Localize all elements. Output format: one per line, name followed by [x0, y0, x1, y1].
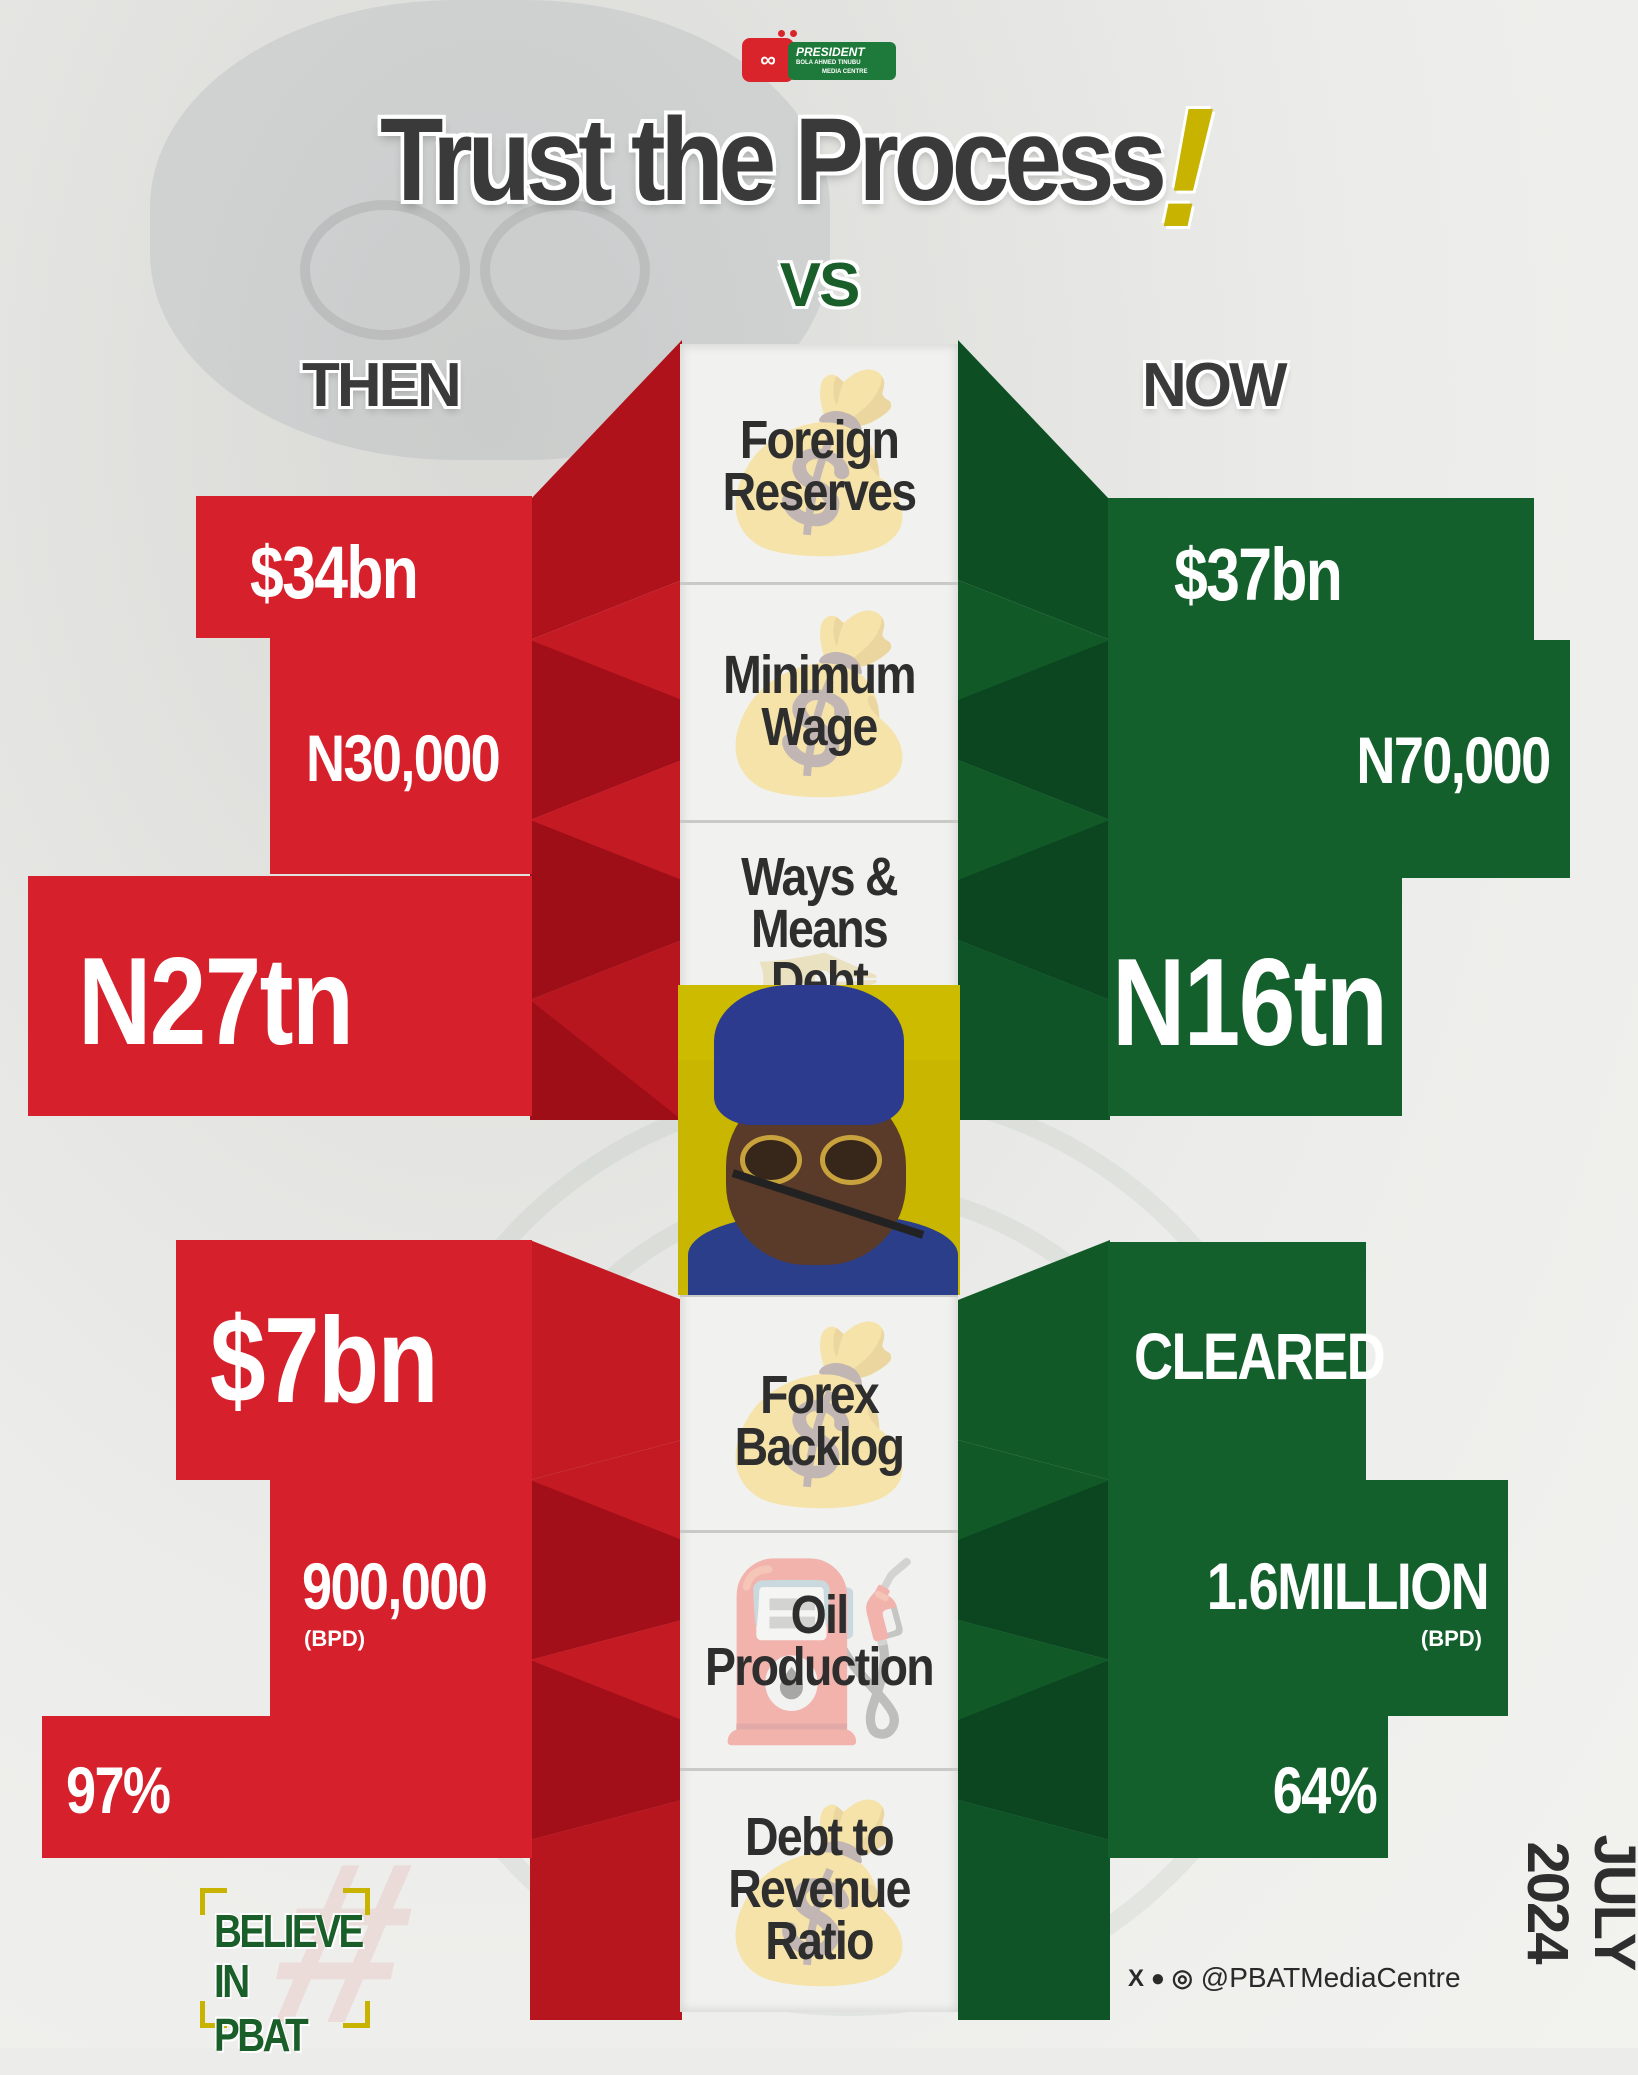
- now-oil-production-bar: 1.6MILLION (BPD): [1108, 1480, 1508, 1716]
- label-forex-backlog-line-1: Forex: [760, 1365, 880, 1425]
- now-minimum-wage-bar: N70,000: [1108, 640, 1570, 878]
- label-debt-revenue: 💰 Debt to Revenue Ratio: [680, 1768, 958, 2012]
- red-ribbon-folds: [530, 340, 682, 2020]
- label-oil-production-line-1: Oil: [790, 1585, 849, 1645]
- now-ways-means-debt-value: N16tn: [1112, 934, 1388, 1072]
- badge-corner-tl: [200, 1888, 227, 1915]
- label-ways-means-debt-line-1: Ways &: [741, 847, 898, 907]
- then-oil-production-value: 900,000: [302, 1549, 488, 1623]
- label-foreign-reserves-line-1: Foreign: [739, 410, 900, 470]
- believe-in-pbat-badge: BELIEVE IN PBAT: [200, 1888, 370, 2061]
- now-debt-revenue-value: 64%: [1272, 1753, 1378, 1827]
- badge-corner-br: [343, 2001, 370, 2028]
- believe-line-1: BELIEVE: [214, 1905, 364, 1957]
- label-forex-backlog-line-2: Backlog: [734, 1417, 905, 1477]
- label-foreign-reserves: 💰 Foreign Reserves: [680, 344, 958, 582]
- then-foreign-reserves-bar: $34bn: [196, 496, 532, 638]
- badge-corner-tr: [343, 1888, 370, 1915]
- page-title: Trust the Process: [380, 94, 1167, 226]
- then-ways-means-debt-bar: N27tn: [28, 876, 532, 1116]
- label-minimum-wage-line-1: Minimum: [723, 645, 917, 705]
- then-ways-means-debt-value: N27tn: [78, 933, 354, 1071]
- date-stamp: JULY 2024: [1515, 1740, 1638, 2000]
- label-debt-revenue-line-1: Debt to: [745, 1807, 895, 1867]
- then-heading: THEN: [302, 351, 462, 420]
- then-debt-revenue-bar: 97%: [42, 1716, 532, 1858]
- now-oil-production-unit: (BPD): [1420, 1626, 1482, 1651]
- date-text: JULY 2024: [1515, 1834, 1638, 1970]
- logo-tag: PRESIDENT BOLA AHMED TINUBU MEDIA CENTRE: [788, 42, 896, 80]
- label-forex-backlog: 💰 Forex Backlog: [680, 1294, 958, 1533]
- now-ways-means-debt-bar: N16tn: [1108, 878, 1402, 1116]
- label-minimum-wage: 💰 Minimum Wage: [680, 582, 958, 823]
- label-minimum-wage-line-2: Wage: [761, 697, 878, 757]
- social-icons: X ● ◎: [1128, 1964, 1193, 1992]
- label-oil-production-line-2: Production: [705, 1637, 935, 1697]
- then-oil-production-unit: (BPD): [304, 1626, 366, 1651]
- social-handle: X ● ◎ @PBATMediaCentre: [1128, 1962, 1461, 1994]
- money-bag-icon: 💰: [713, 1798, 925, 1988]
- logo-dots: [778, 30, 800, 40]
- background-glasses-left: [300, 200, 470, 340]
- then-foreign-reserves-value: $34bn: [250, 531, 419, 614]
- then-forex-backlog-value: $7bn: [210, 1292, 439, 1428]
- label-debt-revenue-line-2: Revenue: [728, 1859, 911, 1919]
- label-oil-production: ⛽ Oil Production: [680, 1530, 958, 1771]
- now-forex-backlog-bar: CLEARED: [1108, 1242, 1386, 1480]
- now-foreign-reserves-bar: $37bn: [1108, 498, 1534, 640]
- then-debt-revenue-value: 97%: [66, 1753, 171, 1827]
- then-minimum-wage-value: N30,000: [306, 721, 501, 795]
- logo-badge: ∞: [742, 38, 794, 82]
- versus-label: VS: [779, 251, 861, 320]
- then-oil-production-bar: 900,000 (BPD): [270, 1480, 532, 1716]
- money-bag-icon: 💰: [713, 1320, 925, 1510]
- logo-line-3: MEDIA CENTRE: [822, 69, 868, 75]
- then-minimum-wage-bar: N30,000: [270, 638, 532, 874]
- then-forex-backlog-bar: $7bn: [176, 1240, 532, 1480]
- social-handle-text: @PBATMediaCentre: [1200, 1962, 1461, 1993]
- oil-pump-icon: ⛽: [713, 1557, 925, 1747]
- now-foreign-reserves-value: $37bn: [1174, 533, 1343, 616]
- label-foreign-reserves-line-2: Reserves: [722, 462, 918, 522]
- logo-line-2: BOLA AHMED TINUBU: [796, 60, 861, 66]
- believe-line-2: IN PBAT: [214, 1955, 309, 2061]
- portrait-glasses-right: [820, 1135, 882, 1185]
- badge-corner-bl: [200, 2001, 227, 2028]
- logo-line-1: PRESIDENT: [796, 45, 865, 59]
- now-heading: NOW: [1142, 351, 1288, 420]
- media-centre-logo: ∞ PRESIDENT BOLA AHMED TINUBU MEDIA CENT…: [742, 30, 896, 90]
- now-forex-backlog-value: CLEARED: [1134, 1319, 1386, 1393]
- money-bag-icon: 💰: [713, 609, 925, 799]
- background-glasses-right: [480, 200, 650, 340]
- label-debt-revenue-line-3: Ratio: [765, 1911, 874, 1971]
- green-ribbon-folds: [958, 340, 1110, 2020]
- portrait-cap: [714, 985, 904, 1125]
- now-minimum-wage-value: N70,000: [1356, 723, 1552, 797]
- now-debt-revenue-bar: 64%: [1108, 1716, 1388, 1858]
- now-oil-production-value: 1.6MILLION: [1206, 1549, 1490, 1623]
- money-bag-icon: 💰: [713, 368, 925, 558]
- president-portrait: [678, 985, 960, 1295]
